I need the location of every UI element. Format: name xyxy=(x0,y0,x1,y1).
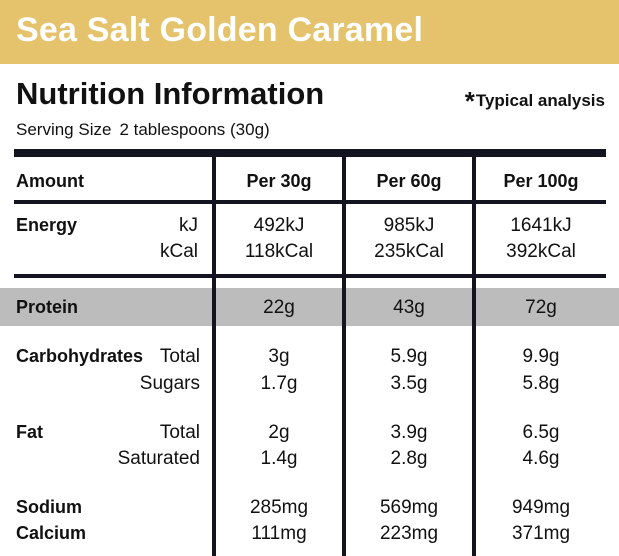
serving-value: 2 tablespoons (30g) xyxy=(119,120,270,139)
carbs-total-60g: 5.9g xyxy=(390,346,428,367)
sugars-30g: 1.7g xyxy=(260,373,298,394)
energy-kj-100g: 1641kJ xyxy=(510,215,572,236)
serving-size: Serving Size 2 tablespoons (30g) xyxy=(16,120,270,140)
protein-60g: 43g xyxy=(393,297,425,318)
energy-kj-unit: kJ xyxy=(179,215,198,236)
carbohydrates-sugars-label: Sugars xyxy=(139,373,200,394)
energy-kcal-100g: 392kCal xyxy=(506,241,576,262)
column-divider-1 xyxy=(212,155,216,556)
energy-kcal-60g: 235kCal xyxy=(374,241,444,262)
fat-total-100g: 6.5g xyxy=(522,422,560,443)
saturated-30g: 1.4g xyxy=(260,448,298,469)
table-top-rule xyxy=(14,149,606,157)
sodium-label: Sodium xyxy=(16,497,82,517)
carbohydrates-label: Carbohydrates xyxy=(16,346,144,366)
carbs-total-30g: 3g xyxy=(268,346,290,367)
energy-kj-30g: 492kJ xyxy=(253,215,305,236)
energy-label: Energy xyxy=(16,215,78,235)
calcium-60g: 223mg xyxy=(379,523,439,544)
title-banner: Sea Salt Golden Caramel xyxy=(0,0,619,64)
protein-label: Protein xyxy=(16,297,79,317)
protein-row-band xyxy=(0,288,619,326)
per-60g-header: Per 60g xyxy=(376,171,442,191)
calcium-100g: 371mg xyxy=(511,523,571,544)
calcium-label: Calcium xyxy=(16,523,87,543)
fat-total-30g: 2g xyxy=(268,422,290,443)
sodium-60g: 569mg xyxy=(379,497,439,518)
product-title: Sea Salt Golden Caramel xyxy=(16,11,424,49)
header-rule xyxy=(14,200,606,204)
per-100g-header: Per 100g xyxy=(503,171,579,191)
fat-saturated-label: Saturated xyxy=(117,448,200,469)
typical-analysis-text: Typical analysis xyxy=(475,91,605,110)
amount-header: Amount xyxy=(16,171,84,191)
fat-total-label: Total xyxy=(159,422,200,443)
per-30g-header: Per 30g xyxy=(246,171,312,191)
energy-kcal-30g: 118kCal xyxy=(244,241,314,262)
sugars-100g: 5.8g xyxy=(522,373,560,394)
sugars-60g: 3.5g xyxy=(390,373,428,394)
calcium-30g: 111mg xyxy=(251,523,307,544)
energy-rule xyxy=(14,274,606,278)
carbohydrates-total-label: Total xyxy=(159,346,200,367)
column-divider-3 xyxy=(472,155,476,556)
saturated-100g: 4.6g xyxy=(522,448,560,469)
saturated-60g: 2.8g xyxy=(390,448,428,469)
serving-label: Serving Size xyxy=(16,120,112,139)
fat-total-60g: 3.9g xyxy=(390,422,428,443)
protein-30g: 22g xyxy=(263,297,295,318)
energy-kj-60g: 985kJ xyxy=(383,215,435,236)
fat-label: Fat xyxy=(16,422,43,442)
nutrition-heading: Nutrition Information xyxy=(16,76,325,111)
sodium-100g: 949mg xyxy=(511,497,571,518)
typical-analysis-note: *Typical analysis xyxy=(465,86,605,117)
energy-kcal-unit: kCal xyxy=(159,241,198,262)
sodium-30g: 285mg xyxy=(249,497,309,518)
protein-100g: 72g xyxy=(525,297,557,318)
asterisk: * xyxy=(464,86,475,116)
carbs-total-100g: 9.9g xyxy=(522,346,560,367)
column-divider-2 xyxy=(342,155,346,556)
